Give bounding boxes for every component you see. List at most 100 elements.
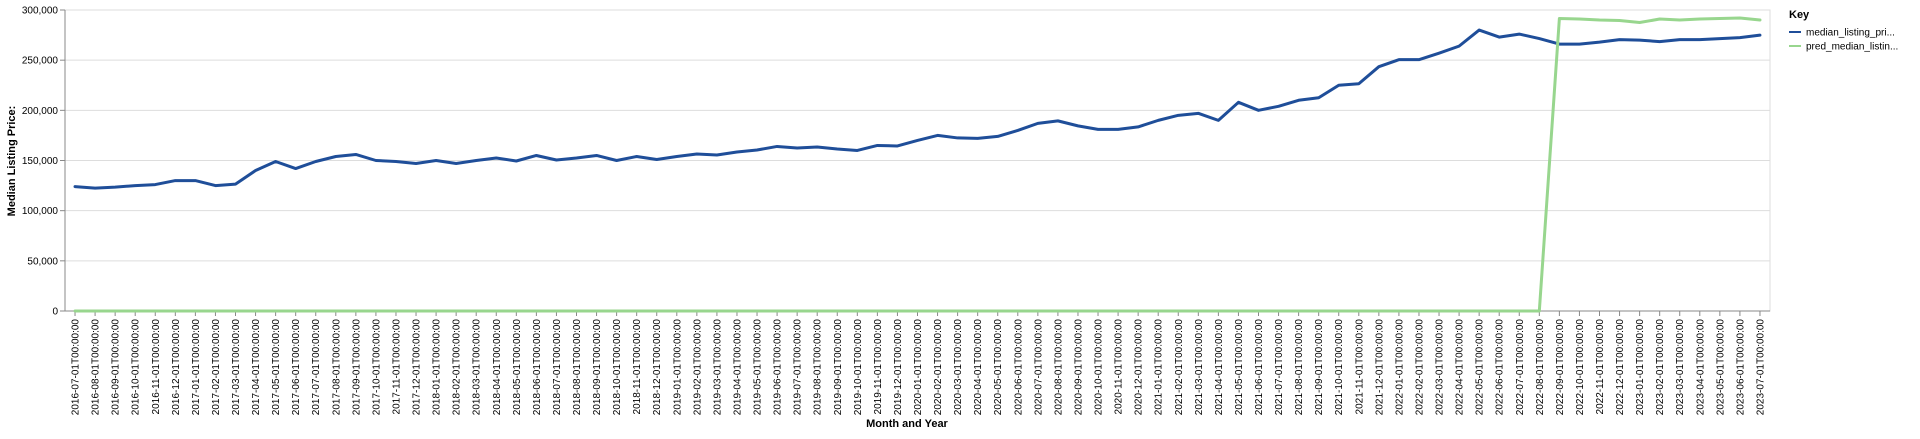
x-tick-label: 2019-05-01T00:00:00: [753, 319, 764, 416]
x-tick-label: 2022-06-01T00:00:00: [1495, 319, 1506, 416]
x-tick-label: 2022-08-01T00:00:00: [1535, 319, 1546, 416]
x-tick-label: 2022-12-01T00:00:00: [1615, 319, 1626, 416]
x-tick-label: 2020-07-01T00:00:00: [1033, 319, 1044, 416]
x-tick-label: 2018-12-01T00:00:00: [652, 319, 663, 416]
x-tick-label: 2019-12-01T00:00:00: [893, 319, 904, 416]
x-tick-label: 2023-01-01T00:00:00: [1635, 319, 1646, 416]
x-tick-label: 2017-11-01T00:00:00: [391, 319, 402, 415]
x-tick-label: 2020-04-01T00:00:00: [973, 319, 984, 416]
x-tick-label: 2022-02-01T00:00:00: [1414, 319, 1425, 416]
x-tick-label: 2021-10-01T00:00:00: [1334, 319, 1345, 416]
x-tick-label: 2022-05-01T00:00:00: [1475, 319, 1486, 416]
x-tick-label: 2018-11-01T00:00:00: [632, 319, 643, 415]
y-axis: 0 50,000 100,000 150,000 200,000 250,000 300,0…: [22, 6, 66, 318]
x-tick-label: 2019-03-01T00:00:00: [712, 319, 723, 416]
y-tick-label: 0: [52, 307, 58, 318]
x-tick-label: 2019-07-01T00:00:00: [793, 319, 804, 416]
x-tick-label: 2019-02-01T00:00:00: [692, 319, 703, 416]
x-tick-label: 2021-04-01T00:00:00: [1214, 319, 1225, 416]
series-line-2: [73, 16, 1762, 313]
x-tick-label: 2018-01-01T00:00:00: [432, 319, 443, 416]
x-tick-label: 2020-05-01T00:00:00: [993, 319, 1004, 416]
x-tick-label: 2018-06-01T00:00:00: [532, 319, 543, 416]
x-tick-label: 2023-05-01T00:00:00: [1715, 319, 1726, 416]
x-tick-label: 2020-01-01T00:00:00: [913, 319, 924, 416]
x-tick-label: 2021-07-01T00:00:00: [1274, 319, 1285, 416]
x-tick-label: 2021-01-01T00:00:00: [1154, 319, 1165, 416]
x-tick-label: 2020-02-01T00:00:00: [933, 319, 944, 416]
x-tick-label: 2020-12-01T00:00:00: [1134, 319, 1145, 416]
x-tick-label: 2021-08-01T00:00:00: [1294, 319, 1305, 416]
series-line-1: [73, 28, 1762, 190]
x-tick-label: 2018-04-01T00:00:00: [492, 319, 503, 416]
x-tick-label: 2020-08-01T00:00:00: [1053, 319, 1064, 416]
x-tick-label: 2021-09-01T00:00:00: [1314, 319, 1325, 416]
x-tick-label: 2016-12-01T00:00:00: [171, 319, 182, 416]
x-tick-label: 2021-06-01T00:00:00: [1254, 319, 1265, 416]
legend-title: Key: [1789, 9, 1810, 21]
y-tick-label: 50,000: [27, 256, 58, 267]
x-tick-label: 2020-10-01T00:00:00: [1094, 319, 1105, 416]
x-tick-label: 2017-09-01T00:00:00: [351, 319, 362, 416]
x-tick-label: 2016-10-01T00:00:00: [131, 319, 142, 416]
x-tick-label: 2019-08-01T00:00:00: [813, 319, 824, 416]
y-tick-label: 250,000: [22, 56, 59, 67]
x-tick-label: 2023-07-01T00:00:00: [1755, 319, 1766, 416]
y-tick-label: 150,000: [22, 156, 59, 167]
x-tick-label: 2020-03-01T00:00:00: [953, 319, 964, 416]
x-tick-label: 2016-07-01T00:00:00: [71, 319, 82, 416]
x-tick-label: 2017-10-01T00:00:00: [371, 319, 382, 416]
x-tick-label: 2017-01-01T00:00:00: [191, 319, 202, 416]
x-tick-label: 2022-10-01T00:00:00: [1575, 319, 1586, 416]
x-tick-label: 2021-12-01T00:00:00: [1374, 319, 1385, 416]
y-tick-label: 100,000: [22, 206, 59, 217]
x-tick-label: 2018-07-01T00:00:00: [552, 319, 563, 416]
x-tick-label: 2019-04-01T00:00:00: [732, 319, 743, 416]
x-tick-label: 2018-08-01T00:00:00: [572, 319, 583, 416]
x-tick-label: 2019-06-01T00:00:00: [773, 319, 784, 416]
series-lines: [73, 16, 1762, 313]
x-tick-label: 2017-12-01T00:00:00: [412, 319, 423, 416]
x-axis-title: Month and Year: [866, 418, 948, 430]
x-tick-label: 2017-08-01T00:00:00: [331, 319, 342, 416]
x-tick-label: 2019-09-01T00:00:00: [833, 319, 844, 416]
x-tick-label: 2019-10-01T00:00:00: [853, 319, 864, 416]
legend: Key median_listing_pri... pred_median_lis…: [1789, 9, 1898, 53]
x-tick-label: 2023-04-01T00:00:00: [1695, 319, 1706, 416]
x-tick-label: 2016-08-01T00:00:00: [91, 319, 102, 416]
x-tick-label: 2017-05-01T00:00:00: [271, 319, 282, 416]
x-tick-label: 2022-04-01T00:00:00: [1455, 319, 1466, 416]
y-tick-label: 200,000: [22, 106, 59, 117]
y-tick-label: 300,000: [22, 6, 59, 17]
x-tick-label: 2018-05-01T00:00:00: [512, 319, 523, 416]
x-tick-label: 2018-03-01T00:00:00: [472, 319, 483, 416]
x-tick-label: 2018-09-01T00:00:00: [592, 319, 603, 416]
x-tick-label: 2016-09-01T00:00:00: [111, 319, 122, 416]
x-tick-label: 2017-06-01T00:00:00: [291, 319, 302, 416]
x-tick-label: 2017-03-01T00:00:00: [231, 319, 242, 416]
x-tick-label: 2021-05-01T00:00:00: [1234, 319, 1245, 416]
x-tick-label: 2021-02-01T00:00:00: [1174, 319, 1185, 416]
x-tick-label: 2023-03-01T00:00:00: [1675, 319, 1686, 416]
x-tick-label: 2023-02-01T00:00:00: [1655, 319, 1666, 416]
x-tick-label: 2021-11-01T00:00:00: [1354, 319, 1365, 415]
x-tick-label: 2019-11-01T00:00:00: [873, 319, 884, 415]
x-tick-label: 2018-02-01T00:00:00: [452, 319, 463, 416]
x-tick-label: 2020-09-01T00:00:00: [1073, 319, 1084, 416]
x-tick-label: 2020-06-01T00:00:00: [1013, 319, 1024, 416]
x-tick-label: 2017-04-01T00:00:00: [251, 319, 262, 416]
legend-label: pred_median_listin...: [1806, 42, 1898, 53]
x-tick-label: 2016-11-01T00:00:00: [151, 319, 162, 415]
x-tick-label: 2022-03-01T00:00:00: [1435, 319, 1446, 416]
x-tick-label: 2017-07-01T00:00:00: [311, 319, 322, 416]
x-tick-label: 2021-03-01T00:00:00: [1194, 319, 1205, 416]
x-tick-label: 2017-02-01T00:00:00: [211, 319, 222, 416]
legend-items: median_listing_pri... pred_median_listin.…: [1789, 28, 1898, 53]
x-tick-label: 2022-07-01T00:00:00: [1515, 319, 1526, 416]
x-axis: 2016-07-01T00:00:00 2016-08-01T00:00:00 20…: [65, 310, 1770, 416]
x-tick-label: 2022-01-01T00:00:00: [1394, 319, 1405, 416]
x-tick-label: 2018-10-01T00:00:00: [612, 319, 623, 416]
y-axis-title: Median Listing Price:: [6, 106, 18, 217]
